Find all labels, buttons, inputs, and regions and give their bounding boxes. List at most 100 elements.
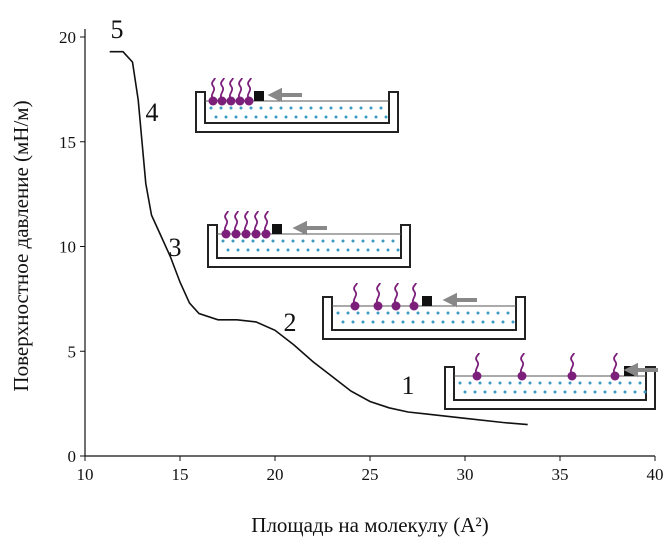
head — [244, 96, 254, 106]
water-dot — [553, 390, 557, 394]
water-dot — [426, 311, 430, 315]
water-dot — [508, 381, 512, 385]
tail — [233, 210, 239, 233]
water-dot — [251, 239, 255, 243]
water-dot — [226, 248, 230, 252]
barrier — [272, 224, 282, 234]
water-dot — [543, 390, 547, 394]
water-dot — [209, 106, 213, 110]
tail — [411, 282, 417, 305]
water-dot — [311, 239, 315, 243]
water-dot — [291, 239, 295, 243]
water-dot — [473, 390, 477, 394]
water-dot — [239, 106, 243, 110]
water-dot — [361, 320, 365, 324]
head — [208, 96, 218, 106]
head — [610, 371, 620, 381]
head — [472, 371, 482, 381]
water-dot — [274, 115, 278, 119]
water-dot — [356, 248, 360, 252]
water-dot — [603, 390, 607, 394]
water-dot — [366, 248, 370, 252]
trough-wall — [207, 224, 411, 268]
x-tick-label: 40 — [647, 465, 664, 484]
water-dot — [638, 381, 642, 385]
water-dot — [578, 381, 582, 385]
water-dot — [334, 115, 338, 119]
arrow — [442, 292, 477, 308]
water-dot — [356, 311, 360, 315]
water-dot — [558, 381, 562, 385]
water-dot — [643, 390, 647, 394]
water-dot — [349, 106, 353, 110]
arrow — [623, 362, 658, 378]
stage-label: 1 — [402, 371, 415, 400]
head — [217, 96, 227, 106]
water-dot — [214, 115, 218, 119]
water-dot — [598, 381, 602, 385]
water-dot — [476, 311, 480, 315]
water-dot — [633, 390, 637, 394]
x-tick-label: 15 — [172, 465, 189, 484]
head — [226, 96, 236, 106]
water-dot — [369, 106, 373, 110]
water-dot — [528, 381, 532, 385]
water-dot — [271, 239, 275, 243]
water-dot — [236, 248, 240, 252]
water-dot — [391, 320, 395, 324]
water-dot — [279, 106, 283, 110]
x-tick-label: 35 — [552, 465, 569, 484]
water-dot — [441, 320, 445, 324]
water-dot — [351, 239, 355, 243]
water-dot — [316, 248, 320, 252]
x-tick-label: 10 — [77, 465, 94, 484]
water-dot — [336, 248, 340, 252]
water-dot — [336, 311, 340, 315]
y-tick-label: 10 — [59, 238, 76, 257]
head — [261, 229, 271, 239]
water-dot — [309, 106, 313, 110]
water-dot — [384, 115, 388, 119]
water-dot — [269, 106, 273, 110]
water-dot — [436, 311, 440, 315]
water-dot — [341, 320, 345, 324]
water-dot — [496, 311, 500, 315]
water-dot — [466, 311, 470, 315]
tail — [352, 282, 358, 305]
tail — [237, 77, 243, 100]
head — [235, 96, 245, 106]
water-dot — [264, 115, 268, 119]
tail — [263, 210, 269, 233]
water-dot — [259, 106, 263, 110]
water-dot — [381, 239, 385, 243]
head — [221, 229, 231, 239]
y-tick-label: 20 — [59, 28, 76, 47]
water-dot — [359, 106, 363, 110]
y-tick-label: 5 — [68, 342, 77, 361]
stage-label: 2 — [284, 308, 297, 337]
water-dot — [618, 381, 622, 385]
water-dot — [249, 106, 253, 110]
water-dot — [281, 239, 285, 243]
water-dot — [331, 239, 335, 243]
water-dot — [498, 381, 502, 385]
x-tick-label: 20 — [267, 465, 284, 484]
water-dot — [396, 248, 400, 252]
water-dot — [374, 115, 378, 119]
water-dot — [461, 320, 465, 324]
water-dot — [301, 239, 305, 243]
water-dot — [254, 115, 258, 119]
x-tick-label: 30 — [457, 465, 474, 484]
head — [567, 371, 577, 381]
water-dot — [391, 239, 395, 243]
water-dot — [588, 381, 592, 385]
water-dot — [501, 320, 505, 324]
water-dot — [361, 239, 365, 243]
water-dot — [548, 381, 552, 385]
water-dot — [613, 390, 617, 394]
water-dot — [386, 248, 390, 252]
x-axis-label: Площадь на молекулу (A²) — [251, 513, 488, 537]
y-tick-label: 15 — [59, 133, 76, 152]
tail — [375, 282, 381, 305]
